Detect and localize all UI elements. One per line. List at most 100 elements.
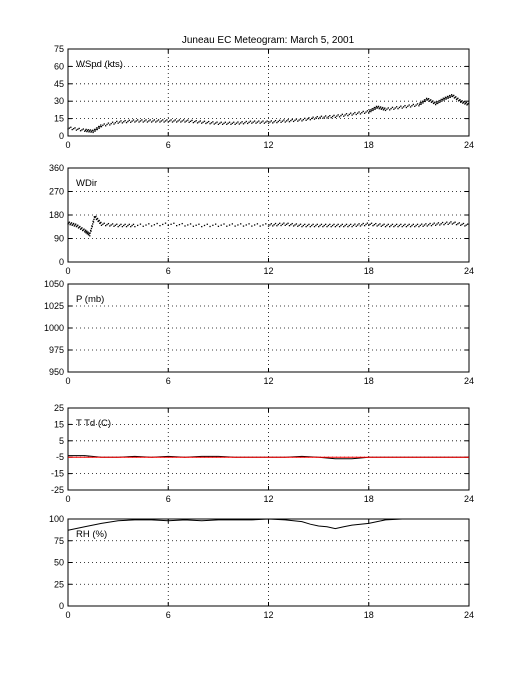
wspd-data-point xyxy=(418,105,420,107)
wspd-data-point xyxy=(408,104,410,106)
wdir-data-point xyxy=(150,225,153,227)
wdir-data-point xyxy=(398,224,401,227)
wspd-data-point xyxy=(234,123,236,125)
wspd-data-point xyxy=(121,122,124,124)
wspd-data-point xyxy=(220,121,222,123)
wdir-data-point xyxy=(153,224,156,226)
wdir-data-point xyxy=(462,222,465,225)
wspd-data-point xyxy=(322,117,324,119)
wspd-data-point xyxy=(305,119,307,121)
wspd-data-point xyxy=(454,96,456,99)
wspd-data-point xyxy=(272,122,274,124)
wspd-data-point xyxy=(166,119,168,121)
wspd-data-point xyxy=(93,128,96,131)
wspd-data-point xyxy=(202,121,204,123)
wdir-data-point xyxy=(446,221,448,223)
wdir-data-point xyxy=(125,225,128,228)
wspd-data-point xyxy=(226,123,228,125)
wdir-data-point xyxy=(139,223,142,225)
wspd-data-point xyxy=(375,107,377,109)
wspd-data-point xyxy=(191,119,193,122)
wspd-data-point xyxy=(95,127,98,129)
wdir-data-point xyxy=(319,224,321,227)
wspd-data-point xyxy=(163,121,165,123)
wspd-data-point xyxy=(435,102,437,104)
wdir-data-point xyxy=(269,224,271,226)
wdir-data-point xyxy=(366,222,369,224)
wspd-data-point xyxy=(206,121,208,124)
wspd-data-point xyxy=(340,114,342,117)
wspd-data-point xyxy=(196,122,199,124)
wspd-data-point xyxy=(407,105,409,107)
wdir-data-point xyxy=(212,224,214,226)
wspd-data-point xyxy=(400,105,402,107)
wspd-data-point xyxy=(461,100,463,102)
wspd-data-point xyxy=(347,114,349,117)
wdir-data-point xyxy=(331,224,334,227)
wspd-data-point xyxy=(128,119,130,121)
wdir-data-point xyxy=(131,224,133,227)
wspd-data-point xyxy=(386,108,388,110)
temp-y-tick-label: 25 xyxy=(54,403,64,413)
wdir-data-point xyxy=(359,225,362,227)
wspd-data-point xyxy=(72,128,75,130)
wdir-data-point xyxy=(82,229,84,232)
wspd-data-point xyxy=(436,101,438,103)
wspd-y-tick-label: 45 xyxy=(54,79,64,89)
wspd-data-point xyxy=(431,100,433,103)
wspd-data-point xyxy=(273,121,275,123)
wspd-data-point xyxy=(150,121,153,123)
wspd-data-point xyxy=(430,101,433,103)
wdir-data-point xyxy=(338,225,341,228)
wspd-data-point xyxy=(210,122,213,124)
wspd-data-point xyxy=(459,99,461,101)
wspd-data-point xyxy=(394,107,396,109)
wdir-data-point xyxy=(274,222,277,225)
wspd-data-point xyxy=(245,120,247,123)
wdir-data-point xyxy=(375,222,377,225)
pres-x-tick-label: 0 xyxy=(65,376,70,386)
wspd-data-point xyxy=(333,114,335,117)
wdir-data-point xyxy=(284,224,286,226)
wspd-data-point xyxy=(135,120,137,122)
wdir-data-point xyxy=(173,222,175,224)
wdir-data-point xyxy=(124,223,126,226)
wspd-data-point xyxy=(176,121,178,123)
rh-y-tick-label: 75 xyxy=(54,536,64,546)
wspd-data-point xyxy=(103,123,105,125)
wspd-data-point xyxy=(446,97,448,99)
wspd-data-point xyxy=(434,103,437,106)
wspd-data-point xyxy=(86,129,89,132)
wdir-data-point xyxy=(286,223,288,225)
wdir-data-point xyxy=(130,225,132,228)
wspd-data-point xyxy=(382,106,384,109)
wdir-data-point xyxy=(336,224,338,227)
wdir-data-point xyxy=(81,227,83,229)
wdir-data-point xyxy=(77,227,80,229)
wdir-data-point xyxy=(324,223,327,226)
wdir-data-point xyxy=(412,223,415,226)
wdir-data-point xyxy=(409,225,412,228)
wspd-data-point xyxy=(91,129,94,131)
wspd-data-point xyxy=(195,120,197,122)
wspd-data-point xyxy=(199,120,201,122)
wdir-data-point xyxy=(118,224,121,227)
wdir-data-point xyxy=(401,225,403,228)
rh-y-tick-label: 25 xyxy=(54,579,64,589)
wspd-data-point xyxy=(457,97,459,99)
wdir-data-point xyxy=(315,224,317,227)
wspd-data-point xyxy=(366,110,369,112)
wspd-data-point xyxy=(127,120,129,123)
wdir-data-point xyxy=(91,225,93,227)
wspd-y-tick-label: 15 xyxy=(54,114,64,124)
pres-x-tick-label: 6 xyxy=(166,376,171,386)
wspd-data-point xyxy=(267,122,270,124)
wspd-data-point xyxy=(159,121,161,123)
wspd-data-point xyxy=(181,120,183,122)
wspd-data-point xyxy=(93,130,95,132)
wspd-data-point xyxy=(259,122,261,124)
wdir-data-point xyxy=(333,223,335,226)
wspd-data-point xyxy=(288,121,291,123)
wspd-data-point xyxy=(291,118,293,121)
wspd-data-point xyxy=(212,121,214,123)
